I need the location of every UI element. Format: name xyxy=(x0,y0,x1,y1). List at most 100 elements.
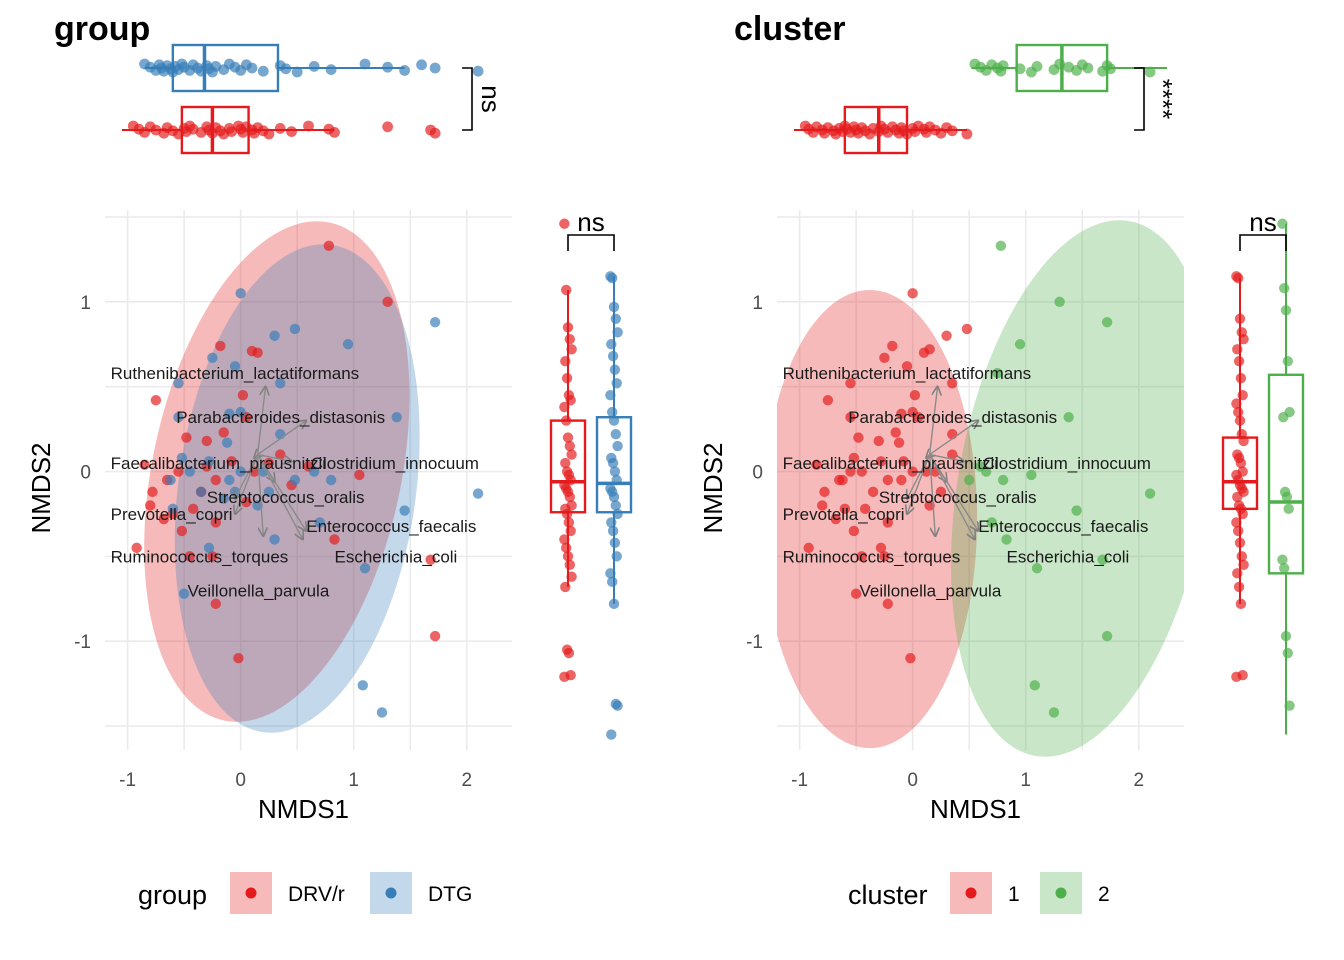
top-jitter-point xyxy=(1031,61,1043,72)
top-jitter-point xyxy=(1014,63,1026,75)
right-jitter-point xyxy=(612,440,623,452)
scatter-point xyxy=(909,389,921,401)
right-signif-label: ns xyxy=(577,207,604,237)
scatter-point xyxy=(218,427,229,438)
scatter-point xyxy=(845,412,856,423)
right-jitter-point xyxy=(607,406,618,418)
right-jitter-point xyxy=(609,466,621,477)
scatter-point xyxy=(323,240,335,252)
x-tick-label: 2 xyxy=(1133,770,1144,791)
scatter-point xyxy=(819,486,830,498)
scatter-point xyxy=(201,435,212,447)
legend-title: group xyxy=(138,880,207,910)
top-jitter-point xyxy=(308,61,320,72)
right-jitter-point xyxy=(1231,517,1242,528)
right-jitter-point xyxy=(607,457,619,469)
legend-key-dot xyxy=(965,887,977,899)
arrow-label: Enterococcus_faecalis xyxy=(306,517,476,536)
scatter-point xyxy=(856,551,867,562)
right-jitter-point xyxy=(1238,333,1249,345)
right-jitter-point xyxy=(1238,559,1249,571)
arrow-label: Escherichia_coli xyxy=(1007,547,1130,566)
top-jitter-point xyxy=(382,61,394,73)
confidence-ellipse xyxy=(951,220,1184,757)
scatter-point xyxy=(203,542,215,554)
scatter-point xyxy=(165,474,176,486)
scatter-point xyxy=(947,378,958,389)
right-jitter-point xyxy=(1233,272,1244,284)
biplot-arrow xyxy=(907,454,931,499)
scatter-point xyxy=(275,428,286,440)
right-jitter-point xyxy=(566,449,577,460)
scatter-point xyxy=(963,474,975,486)
scatter-point xyxy=(1063,412,1074,423)
right-jitter-point xyxy=(1234,537,1246,548)
scatter-point xyxy=(875,456,887,467)
right-jitter-point xyxy=(559,534,570,545)
scatter-point xyxy=(893,437,905,448)
biplot-arrow xyxy=(929,453,964,462)
scatter-point xyxy=(237,389,249,401)
scatter-point xyxy=(992,367,1003,379)
scatter-point xyxy=(896,408,907,420)
scatter-point xyxy=(1014,339,1026,350)
biplot-arrow xyxy=(256,387,266,455)
box xyxy=(1267,373,1305,575)
scatter-point xyxy=(879,551,890,562)
scatter-point xyxy=(187,503,199,515)
scatter-point xyxy=(986,517,998,528)
scatter-point xyxy=(429,630,441,642)
scatter-point xyxy=(229,361,241,372)
scatter-point xyxy=(856,466,867,477)
right-jitter-point xyxy=(561,372,573,384)
top-jitter-point xyxy=(1144,66,1156,78)
right-jitter-point xyxy=(607,272,618,284)
top-jitter-point xyxy=(946,125,958,137)
scatter-point xyxy=(246,345,258,357)
top-boxplot-1 xyxy=(793,105,973,155)
right-jitter-point xyxy=(608,415,620,426)
arrow-label: Faecalibacterium_prausnitzii xyxy=(111,454,326,473)
scatter-point xyxy=(359,563,371,574)
legend-key-dot xyxy=(385,887,397,899)
scatter-point xyxy=(907,288,918,299)
scatter-point xyxy=(329,534,340,545)
scatter-point xyxy=(905,652,916,664)
x-tick-label: 1 xyxy=(1020,770,1031,791)
scatter-point xyxy=(961,323,973,335)
right-boxplot-1 xyxy=(1267,218,1305,735)
scatter-point xyxy=(997,474,1009,486)
x-axis-title: NMDS1 xyxy=(930,794,1021,824)
right-jitter-point xyxy=(605,389,616,401)
right-jitter-point xyxy=(1277,218,1288,229)
arrow-label: Parabacteroides_distasonis xyxy=(176,408,385,427)
top-jitter-point xyxy=(399,65,410,76)
scatter-point xyxy=(224,408,235,420)
biplot-arrow xyxy=(928,454,936,536)
scatter-point xyxy=(890,427,901,438)
biplot-arrow xyxy=(928,387,938,455)
right-jitter-point xyxy=(563,647,575,659)
scatter-point xyxy=(391,412,402,423)
scatter-point xyxy=(203,456,215,467)
scatter-point xyxy=(1101,630,1113,642)
scatter-point xyxy=(275,378,286,389)
scatter-point xyxy=(173,378,184,389)
right-jitter-point xyxy=(561,508,573,520)
scatter-point xyxy=(210,474,221,486)
scatter-point xyxy=(145,500,156,511)
right-jitter-point xyxy=(606,729,617,740)
top-jitter-point xyxy=(257,65,269,77)
scatter-point xyxy=(875,542,887,554)
legend-key-dot xyxy=(1055,887,1067,899)
top-signif-bracket xyxy=(462,67,473,131)
scatter-point xyxy=(859,503,871,515)
top-jitter-point xyxy=(997,60,1009,71)
scatter-point xyxy=(289,323,301,335)
biplot-arrow xyxy=(257,421,307,456)
scatter-point xyxy=(139,459,150,470)
scatter-point xyxy=(907,466,918,477)
right-jitter-point xyxy=(561,542,572,554)
right-boxplot-1 xyxy=(595,271,633,740)
